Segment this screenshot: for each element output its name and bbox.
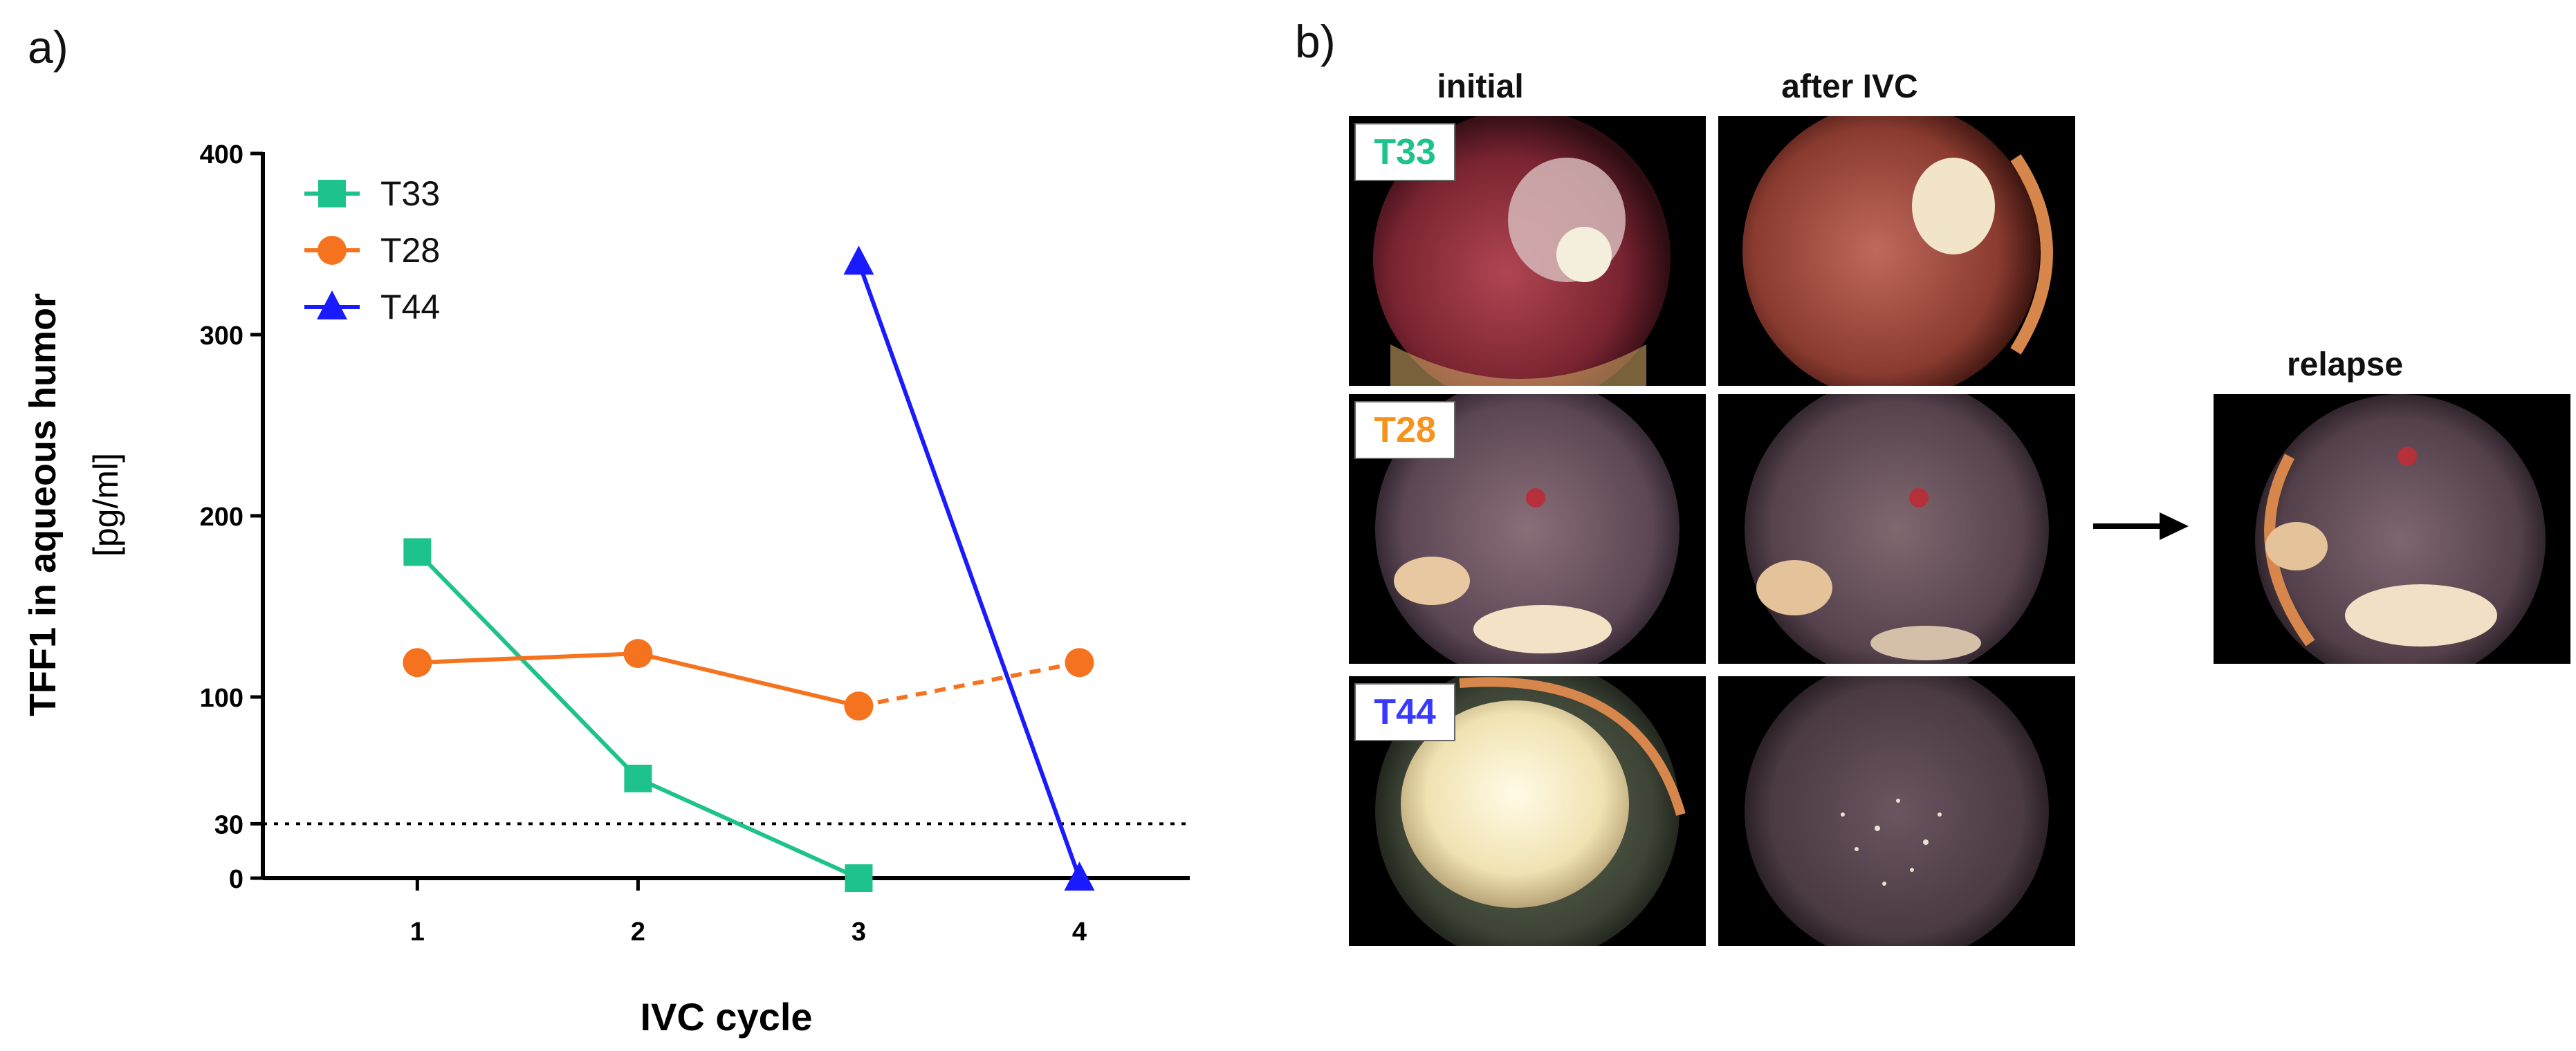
x-axis-title: IVC cycle — [640, 995, 812, 1039]
tag-t44: T44 — [1354, 683, 1455, 741]
tff1-line-chart: 0 30 100 200 300 400 1 2 3 4 IVC cycle TFF1 in aque… — [22, 140, 1190, 1039]
series-t28-line — [637, 651, 860, 709]
series-t28-line — [417, 651, 638, 665]
y-tick-label: 400 — [200, 140, 243, 169]
fundus-t44-initial: T44 — [1349, 676, 1706, 946]
tag-t33-text: T33 — [1374, 132, 1436, 172]
x-tick-label: 2 — [631, 918, 645, 947]
y-tick-label: 100 — [200, 684, 243, 713]
series-t28-point — [623, 639, 653, 669]
column-header-initial: initial — [1437, 68, 1524, 105]
series-t28-point — [844, 691, 874, 721]
legend-marker-t28 — [318, 236, 347, 265]
x-tick-label: 4 — [1072, 918, 1087, 947]
fundus-t28-relapse — [2214, 394, 2570, 664]
series-t44-point — [843, 245, 874, 275]
column-header-after-ivc: after IVC — [1781, 68, 1918, 105]
x-tick-label: 3 — [852, 918, 866, 947]
tag-t44-text: T44 — [1374, 692, 1436, 732]
series-t33-point — [845, 864, 873, 892]
series-t33-line — [637, 776, 860, 880]
y-axis-unit: [pg/ml] — [86, 453, 125, 557]
arrow-right-icon — [2093, 509, 2190, 543]
series-t44-line — [856, 261, 1082, 880]
panel-label-a: a) — [28, 21, 68, 73]
x-tick-label: 1 — [410, 918, 425, 947]
fundus-t28-initial: T28 — [1349, 394, 1706, 664]
legend-marker-t44 — [317, 290, 347, 319]
tag-t33: T33 — [1354, 123, 1455, 181]
y-tick-label: 200 — [200, 503, 243, 532]
series-t44-point — [1064, 862, 1095, 891]
fundus-t44-after-ivc — [1718, 676, 2075, 946]
y-tick-label: 300 — [200, 322, 243, 351]
tag-t28-text: T28 — [1374, 410, 1436, 450]
y-tick-label: 30 — [214, 810, 243, 839]
series-t33-point — [624, 764, 652, 792]
y-axis-title: TFF1 in aqueous humor — [22, 293, 64, 716]
series-t33-point — [403, 538, 432, 566]
legend-label-t33: T33 — [380, 174, 440, 213]
legend-label-t44: T44 — [380, 288, 440, 326]
column-header-relapse: relapse — [2286, 346, 2404, 383]
fundus-t33-after-ivc — [1718, 116, 2075, 386]
panel-label-b: b) — [1295, 16, 1336, 67]
y-tick-label: 0 — [229, 865, 243, 894]
series-t28-line — [858, 660, 1080, 709]
series-t28-point — [1065, 648, 1094, 678]
tag-t28: T28 — [1354, 401, 1455, 459]
fundus-t28-after-ivc — [1718, 394, 2075, 664]
fundus-t33-initial: T33 — [1349, 116, 1706, 386]
legend-marker-t33 — [318, 180, 346, 207]
series-t28-point — [403, 648, 432, 678]
series-t33-line — [416, 550, 640, 780]
legend-label-t28: T28 — [380, 231, 440, 270]
